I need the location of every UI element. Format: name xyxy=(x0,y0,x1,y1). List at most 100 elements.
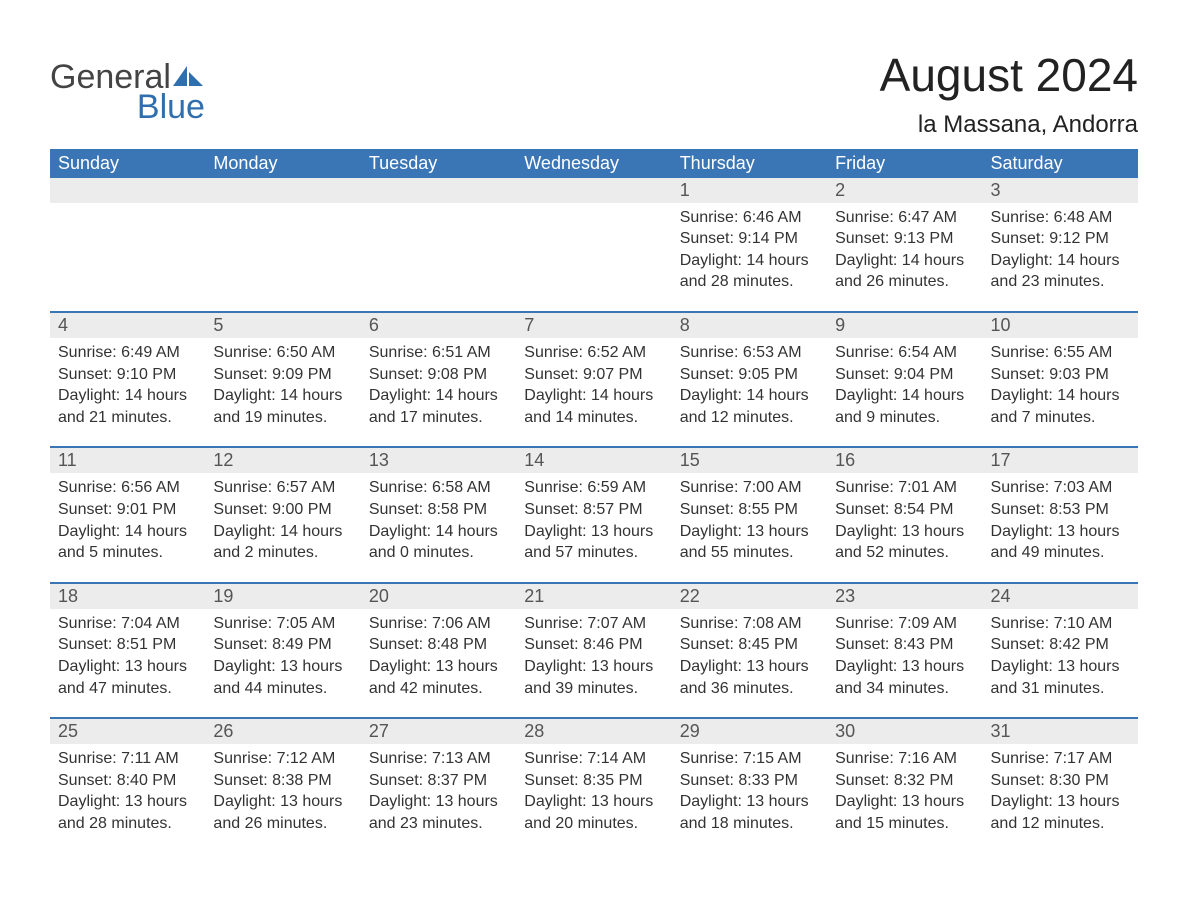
weekday-header: Tuesday xyxy=(361,149,516,178)
day-number: 25 xyxy=(50,719,205,744)
daylight-line: Daylight: 14 hours and 21 minutes. xyxy=(58,385,197,428)
sunset-line: Sunset: 8:32 PM xyxy=(835,770,974,792)
day-number: 13 xyxy=(361,448,516,473)
daylight-line: Daylight: 14 hours and 23 minutes. xyxy=(991,250,1130,293)
sunset-line: Sunset: 8:37 PM xyxy=(369,770,508,792)
sunrise-line: Sunrise: 6:52 AM xyxy=(524,342,663,364)
day-details: Sunrise: 7:05 AMSunset: 8:49 PMDaylight:… xyxy=(205,609,360,717)
sunset-line: Sunset: 9:05 PM xyxy=(680,364,819,386)
day-details: Sunrise: 7:14 AMSunset: 8:35 PMDaylight:… xyxy=(516,744,671,852)
sunset-line: Sunset: 8:46 PM xyxy=(524,634,663,656)
daylight-line: Daylight: 14 hours and 14 minutes. xyxy=(524,385,663,428)
sunrise-line: Sunrise: 6:54 AM xyxy=(835,342,974,364)
day-details: Sunrise: 6:52 AMSunset: 9:07 PMDaylight:… xyxy=(516,338,671,446)
sunrise-line: Sunrise: 6:58 AM xyxy=(369,477,508,499)
sunset-line: Sunset: 9:07 PM xyxy=(524,364,663,386)
calendar-day-cell: 16Sunrise: 7:01 AMSunset: 8:54 PMDayligh… xyxy=(827,447,982,582)
calendar-week-row: 11Sunrise: 6:56 AMSunset: 9:01 PMDayligh… xyxy=(50,447,1138,582)
day-number: 31 xyxy=(983,719,1138,744)
sunset-line: Sunset: 8:33 PM xyxy=(680,770,819,792)
day-number xyxy=(50,178,205,203)
calendar-day-cell: 29Sunrise: 7:15 AMSunset: 8:33 PMDayligh… xyxy=(672,718,827,852)
sunset-line: Sunset: 8:55 PM xyxy=(680,499,819,521)
sunrise-line: Sunrise: 7:15 AM xyxy=(680,748,819,770)
daylight-line: Daylight: 13 hours and 42 minutes. xyxy=(369,656,508,699)
calendar-day-cell: 30Sunrise: 7:16 AMSunset: 8:32 PMDayligh… xyxy=(827,718,982,852)
sunset-line: Sunset: 9:14 PM xyxy=(680,228,819,250)
day-details: Sunrise: 6:51 AMSunset: 9:08 PMDaylight:… xyxy=(361,338,516,446)
daylight-line: Daylight: 14 hours and 2 minutes. xyxy=(213,521,352,564)
sunrise-line: Sunrise: 7:01 AM xyxy=(835,477,974,499)
page-title: August 2024 xyxy=(880,50,1138,101)
sunrise-line: Sunrise: 6:57 AM xyxy=(213,477,352,499)
sunset-line: Sunset: 9:03 PM xyxy=(991,364,1130,386)
day-details: Sunrise: 7:06 AMSunset: 8:48 PMDaylight:… xyxy=(361,609,516,717)
calendar-day-cell: 7Sunrise: 6:52 AMSunset: 9:07 PMDaylight… xyxy=(516,312,671,447)
calendar-day-cell: 9Sunrise: 6:54 AMSunset: 9:04 PMDaylight… xyxy=(827,312,982,447)
sunset-line: Sunset: 9:01 PM xyxy=(58,499,197,521)
day-number: 21 xyxy=(516,584,671,609)
daylight-line: Daylight: 13 hours and 18 minutes. xyxy=(680,791,819,834)
day-details: Sunrise: 7:07 AMSunset: 8:46 PMDaylight:… xyxy=(516,609,671,717)
daylight-line: Daylight: 13 hours and 36 minutes. xyxy=(680,656,819,699)
day-details: Sunrise: 7:08 AMSunset: 8:45 PMDaylight:… xyxy=(672,609,827,717)
sunset-line: Sunset: 8:45 PM xyxy=(680,634,819,656)
calendar-day-cell: 25Sunrise: 7:11 AMSunset: 8:40 PMDayligh… xyxy=(50,718,205,852)
calendar-week-row: 25Sunrise: 7:11 AMSunset: 8:40 PMDayligh… xyxy=(50,718,1138,852)
calendar-day-cell: 3 Sunrise: 6:48 AMSunset: 9:12 PMDaylight… xyxy=(983,178,1138,312)
calendar-day-cell: 26Sunrise: 7:12 AMSunset: 8:38 PMDayligh… xyxy=(205,718,360,852)
day-details: Sunrise: 6:47 AMSunset: 9:13 PMDaylight:… xyxy=(827,203,982,311)
day-details: Sunrise: 7:15 AMSunset: 8:33 PMDaylight:… xyxy=(672,744,827,852)
day-details: Sunrise: 7:11 AMSunset: 8:40 PMDaylight:… xyxy=(50,744,205,852)
sunset-line: Sunset: 9:10 PM xyxy=(58,364,197,386)
sunset-line: Sunset: 9:12 PM xyxy=(991,228,1130,250)
day-number: 5 xyxy=(205,313,360,338)
day-number: 14 xyxy=(516,448,671,473)
day-number: 2 xyxy=(827,178,982,203)
sunset-line: Sunset: 9:13 PM xyxy=(835,228,974,250)
sunrise-line: Sunrise: 7:12 AM xyxy=(213,748,352,770)
sunrise-line: Sunrise: 7:07 AM xyxy=(524,613,663,635)
calendar-day-cell: 8Sunrise: 6:53 AMSunset: 9:05 PMDaylight… xyxy=(672,312,827,447)
title-block: August 2024 la Massana, Andorra xyxy=(880,50,1138,139)
calendar-day-cell: 19Sunrise: 7:05 AMSunset: 8:49 PMDayligh… xyxy=(205,583,360,718)
daylight-line: Daylight: 13 hours and 28 minutes. xyxy=(58,791,197,834)
calendar-day-cell: 23Sunrise: 7:09 AMSunset: 8:43 PMDayligh… xyxy=(827,583,982,718)
day-number: 29 xyxy=(672,719,827,744)
daylight-line: Daylight: 13 hours and 52 minutes. xyxy=(835,521,974,564)
day-number: 8 xyxy=(672,313,827,338)
sunrise-line: Sunrise: 7:10 AM xyxy=(991,613,1130,635)
sunrise-line: Sunrise: 6:48 AM xyxy=(991,207,1130,229)
calendar-day-cell: 5Sunrise: 6:50 AMSunset: 9:09 PMDaylight… xyxy=(205,312,360,447)
day-number: 7 xyxy=(516,313,671,338)
sunrise-line: Sunrise: 6:49 AM xyxy=(58,342,197,364)
sunset-line: Sunset: 9:09 PM xyxy=(213,364,352,386)
day-number xyxy=(361,178,516,203)
sunrise-line: Sunrise: 6:56 AM xyxy=(58,477,197,499)
sunrise-line: Sunrise: 6:47 AM xyxy=(835,207,974,229)
sunset-line: Sunset: 8:53 PM xyxy=(991,499,1130,521)
sunrise-line: Sunrise: 6:46 AM xyxy=(680,207,819,229)
weekday-header-row: SundayMondayTuesdayWednesdayThursdayFrid… xyxy=(50,149,1138,178)
sunrise-line: Sunrise: 7:00 AM xyxy=(680,477,819,499)
calendar-day-cell: 2Sunrise: 6:47 AMSunset: 9:13 PMDaylight… xyxy=(827,178,982,312)
sunrise-line: Sunrise: 7:06 AM xyxy=(369,613,508,635)
day-number: 3 xyxy=(983,178,1138,203)
day-details: Sunrise: 6:46 AMSunset: 9:14 PMDaylight:… xyxy=(672,203,827,311)
daylight-line: Daylight: 14 hours and 12 minutes. xyxy=(680,385,819,428)
day-number: 16 xyxy=(827,448,982,473)
sunset-line: Sunset: 9:08 PM xyxy=(369,364,508,386)
brand-word2: Blue xyxy=(137,88,205,127)
day-number: 27 xyxy=(361,719,516,744)
daylight-line: Daylight: 14 hours and 0 minutes. xyxy=(369,521,508,564)
day-details: Sunrise: 6:49 AMSunset: 9:10 PMDaylight:… xyxy=(50,338,205,446)
day-number: 18 xyxy=(50,584,205,609)
day-number: 10 xyxy=(983,313,1138,338)
sunrise-line: Sunrise: 7:05 AM xyxy=(213,613,352,635)
calendar-day-cell xyxy=(50,178,205,312)
day-details: Sunrise: 7:12 AMSunset: 8:38 PMDaylight:… xyxy=(205,744,360,852)
sunrise-line: Sunrise: 7:04 AM xyxy=(58,613,197,635)
daylight-line: Daylight: 13 hours and 39 minutes. xyxy=(524,656,663,699)
day-number: 4 xyxy=(50,313,205,338)
sunrise-line: Sunrise: 7:17 AM xyxy=(991,748,1130,770)
